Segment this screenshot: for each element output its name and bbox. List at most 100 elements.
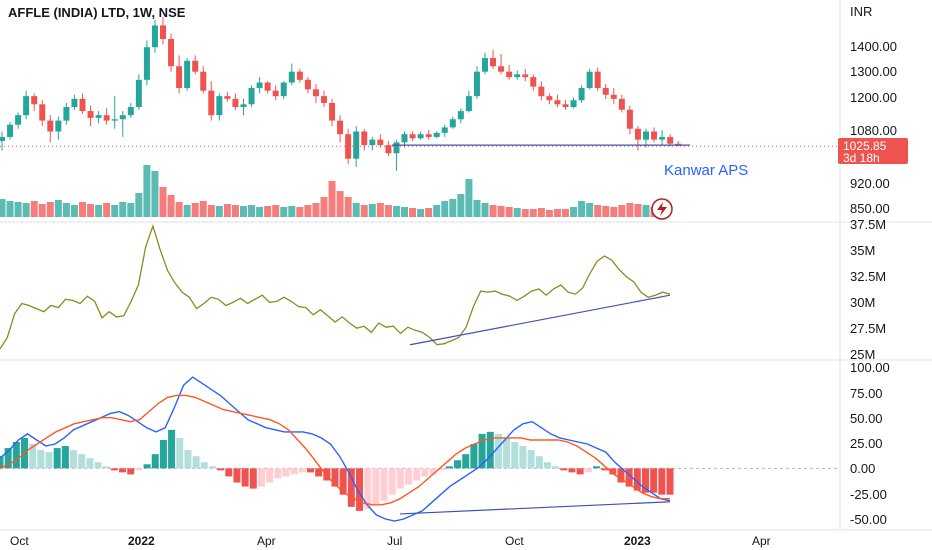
volume-bar — [296, 207, 304, 217]
candle-body — [667, 136, 674, 144]
macd-histogram-bar — [168, 429, 176, 469]
candle-body — [602, 87, 609, 95]
candle-body — [393, 142, 400, 154]
macd-histogram-bar — [290, 468, 298, 475]
volume-bar — [215, 206, 223, 217]
author-annotation: Kanwar APS — [664, 162, 748, 179]
volume-bar — [489, 205, 497, 217]
candle-body — [240, 104, 247, 108]
candle-body — [675, 143, 682, 145]
macd-histogram-bar — [347, 468, 355, 507]
candle-body — [119, 115, 126, 120]
macd-histogram-bar — [12, 441, 20, 469]
candle-body — [264, 82, 271, 91]
macd-line — [0, 376, 671, 522]
candle-body — [449, 119, 456, 128]
candle-body — [216, 96, 223, 116]
macd-histogram-bar — [437, 468, 445, 471]
volume-bar — [417, 209, 425, 217]
price-axis[interactable]: 1400.00 1300.00 1200.00 1080.00 920.00 850.00 — [850, 39, 897, 216]
time-tick-label: Oct — [10, 534, 29, 548]
price-tick-label: 1200.00 — [850, 90, 897, 105]
volume-bar — [449, 199, 457, 217]
macd-histogram-bar — [110, 468, 118, 471]
macd-pane — [0, 376, 840, 522]
volume-bar — [529, 209, 537, 217]
macd-histogram-bar — [192, 456, 200, 469]
candle-body — [47, 120, 54, 132]
macd-axis[interactable]: 100.00 75.00 50.00 25.00 0.00 -25.00 -50.00 — [850, 360, 890, 527]
volume-bar — [513, 208, 521, 217]
candle-body — [465, 96, 472, 112]
volume-bar — [409, 208, 417, 217]
volume-bar — [79, 202, 86, 217]
volume-bar — [578, 201, 586, 217]
macd-trendline — [399, 501, 671, 515]
macd-histogram-bar — [388, 468, 396, 495]
time-axis[interactable]: Oct 2022 Apr Jul Oct 2023 Apr — [10, 534, 771, 548]
candle-body — [111, 119, 118, 121]
macd-histogram-bar — [454, 460, 462, 469]
macd-histogram-bar — [519, 446, 527, 469]
volume-bar — [505, 207, 513, 217]
candle-body — [554, 100, 561, 105]
macd-histogram-bar — [413, 468, 421, 481]
candle-body — [0, 136, 5, 142]
candle-body — [659, 136, 666, 140]
volume-bar — [401, 207, 408, 217]
candle-body — [7, 124, 14, 137]
macd-histogram-bar — [184, 450, 192, 469]
volume-bar — [481, 203, 489, 217]
macd-tick-label: -25.00 — [850, 487, 887, 502]
macd-histogram-bar — [601, 468, 609, 471]
candle-body — [184, 60, 191, 88]
volume-bar — [191, 203, 199, 217]
macd-histogram-bar — [421, 468, 429, 477]
macd-histogram-bar — [4, 448, 12, 469]
chart-title: AFFLE (INDIA) LTD, 1W, NSE — [8, 5, 186, 20]
volume-bar — [320, 197, 328, 217]
obv-axis[interactable]: 37.5M 35M 32.5M 30M 27.5M 25M — [850, 217, 886, 362]
volume-bar — [30, 201, 38, 217]
volume-bar — [223, 204, 231, 217]
candle-body — [321, 96, 327, 103]
volume-bar — [248, 205, 256, 217]
macd-histogram-bar — [478, 433, 486, 469]
candle-body — [578, 87, 585, 101]
macd-histogram-bar — [339, 468, 347, 495]
volume-bar — [570, 207, 578, 217]
macd-histogram-bar — [372, 468, 380, 505]
volume-bar — [272, 205, 280, 217]
macd-histogram-bar — [208, 466, 216, 469]
candle-body — [63, 107, 70, 121]
volume-bar — [634, 204, 642, 217]
macd-histogram-bar — [45, 452, 53, 469]
volume-bar — [280, 207, 288, 217]
volume-bar — [368, 204, 376, 217]
volume-bar — [167, 195, 175, 217]
macd-histogram-bar — [241, 468, 249, 487]
volume-bar — [46, 202, 54, 217]
obv-tick-label: 30M — [850, 295, 875, 310]
volume-bar — [264, 206, 272, 217]
volume-bar — [119, 202, 127, 217]
macd-histogram-bar — [274, 468, 282, 479]
macd-histogram-bar — [511, 441, 519, 469]
candle-body — [473, 71, 480, 97]
macd-histogram-bar — [592, 466, 600, 469]
macd-histogram-bar — [535, 456, 543, 469]
volume-bar — [537, 208, 545, 217]
candle-body — [248, 87, 255, 105]
obv-tick-label: 37.5M — [850, 217, 886, 232]
macd-histogram-bar — [257, 468, 265, 487]
macd-histogram-bar — [249, 468, 257, 489]
macd-histogram-bar — [666, 468, 674, 495]
price-tick-label: 920.00 — [850, 176, 890, 191]
volume-bar — [312, 203, 320, 217]
macd-histogram-bar — [233, 468, 241, 483]
macd-histogram-bar — [37, 450, 45, 469]
obv-trendline — [409, 294, 671, 346]
candle-body — [288, 71, 295, 83]
lightning-icon[interactable] — [651, 198, 673, 220]
candle-body — [506, 71, 513, 78]
